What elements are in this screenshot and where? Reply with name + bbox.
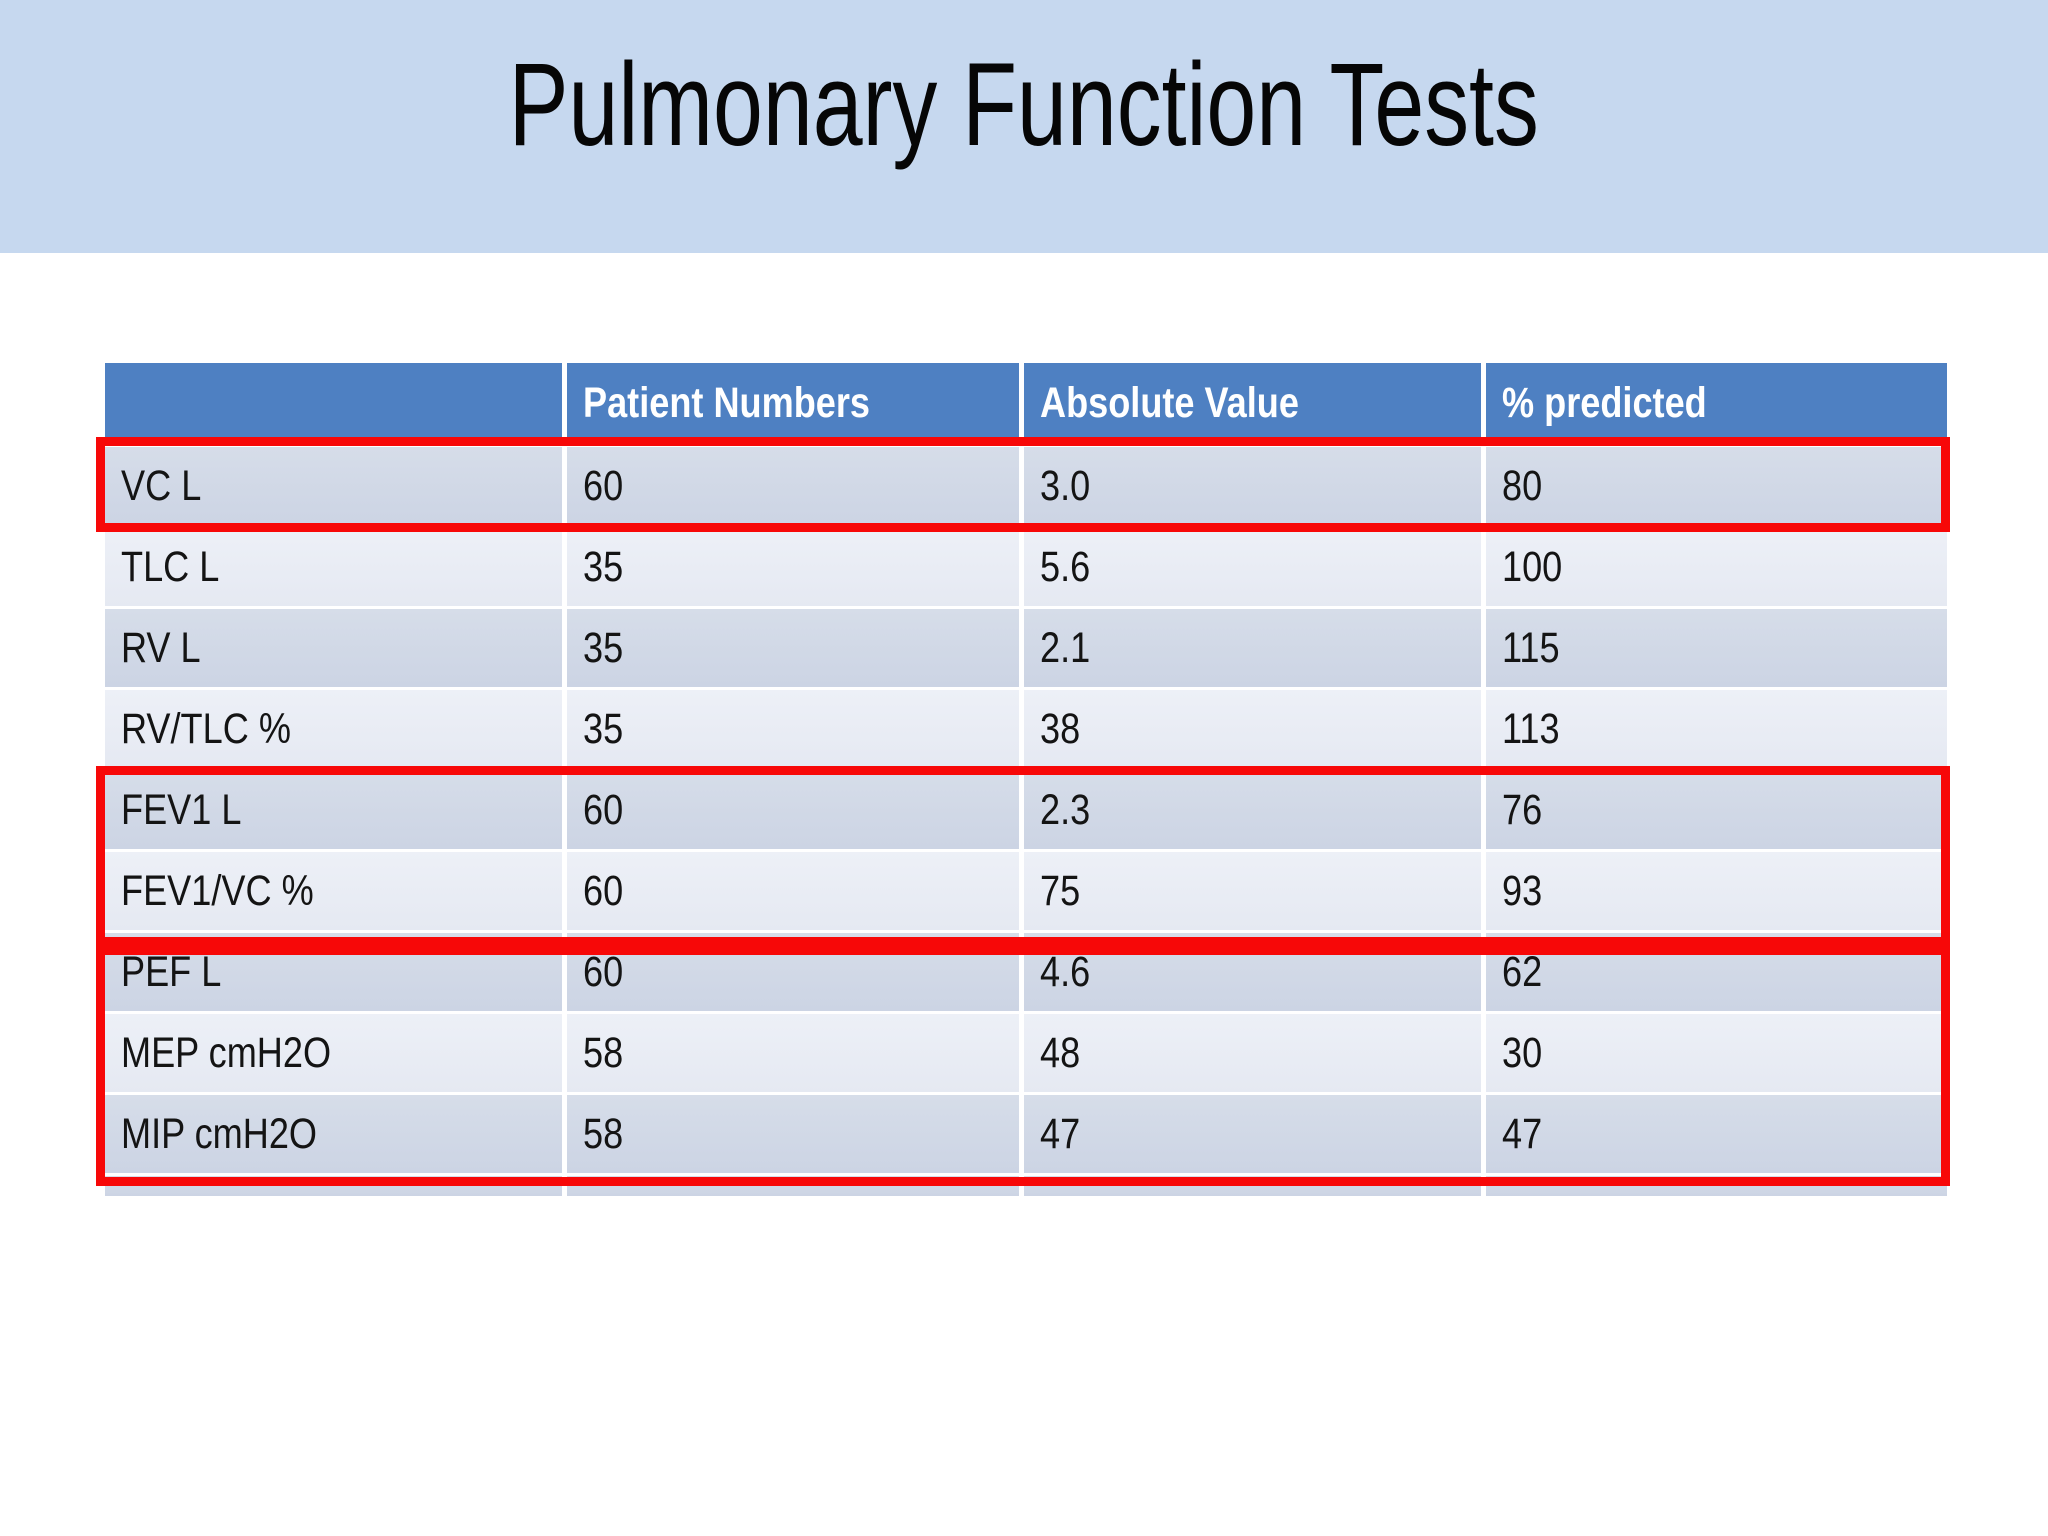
header-cell-empty — [105, 363, 567, 444]
table-row: MIP cmH2O 58 47 47 — [105, 1095, 1947, 1176]
row-label-cell: FEV1 L — [105, 771, 567, 849]
patient-numbers-cell: 60 — [567, 771, 1024, 849]
percent-predicted-cell: 115 — [1502, 623, 1560, 672]
pft-table: Patient Numbers Absolute Value % predict… — [105, 363, 1947, 1196]
table-row: MEP cmH2O 58 48 30 — [105, 1014, 1947, 1095]
percent-predicted-cell: 76 — [1502, 785, 1543, 834]
absolute-value-cell: 2.1 — [1024, 609, 1486, 687]
absolute-value-cell: 47 — [1024, 1095, 1486, 1173]
table-row: RV/TLC % 35 38 113 — [105, 690, 1947, 771]
row-label-cell: RV L — [105, 609, 567, 687]
row-label-cell: MEP cmH2O — [105, 1014, 567, 1092]
percent-predicted-cell: 47 — [1502, 1109, 1543, 1158]
patient-numbers-cell: 60 — [567, 447, 1024, 525]
absolute-value-cell: 2.3 — [1024, 771, 1486, 849]
table-row: TLC L 35 5.6 100 — [105, 528, 1947, 609]
patient-numbers-cell: 58 — [567, 1014, 1024, 1092]
table-header-row: Patient Numbers Absolute Value % predict… — [105, 363, 1947, 447]
absolute-value-cell: 48 — [1024, 1014, 1486, 1092]
absolute-value-cell: 4.6 — [1024, 933, 1486, 1011]
percent-predicted-cell: 62 — [1502, 947, 1543, 996]
patient-numbers-cell: 60 — [567, 933, 1024, 1011]
row-label-cell: TLC L — [105, 528, 567, 606]
header-cell-patient-numbers: Patient Numbers — [567, 363, 1024, 444]
patient-numbers-cell: 35 — [567, 690, 1024, 768]
percent-predicted-cell: 80 — [1502, 461, 1543, 510]
patient-numbers-cell: 35 — [567, 609, 1024, 687]
table-row: VC L 60 3.0 80 — [105, 447, 1947, 528]
table-body: VC L 60 3.0 80 TLC L 35 5.6 100 RV L 35 … — [105, 447, 1947, 1176]
percent-predicted-cell: 93 — [1502, 866, 1543, 915]
absolute-value-cell: 3.0 — [1024, 447, 1486, 525]
row-label-cell: PEF L — [105, 933, 567, 1011]
row-label-cell: MIP cmH2O — [105, 1095, 567, 1173]
percent-predicted-cell: 100 — [1502, 542, 1563, 591]
header-cell-absolute-value: Absolute Value — [1024, 363, 1486, 444]
absolute-value-cell: 38 — [1024, 690, 1486, 768]
row-label-cell: FEV1/VC % — [105, 852, 567, 930]
patient-numbers-cell: 35 — [567, 528, 1024, 606]
absolute-value-cell: 75 — [1024, 852, 1486, 930]
table-row: FEV1 L 60 2.3 76 — [105, 771, 1947, 852]
table-row: RV L 35 2.1 115 — [105, 609, 1947, 690]
header-cell-percent-predicted: % predicted — [1502, 379, 1707, 427]
table-row: PEF L 60 4.6 62 — [105, 933, 1947, 1014]
percent-predicted-cell: 113 — [1502, 704, 1560, 753]
table-row: FEV1/VC % 60 75 93 — [105, 852, 1947, 933]
row-label-cell: RV/TLC % — [105, 690, 567, 768]
title-band: Pulmonary Function Tests — [0, 0, 2048, 253]
row-label-cell: VC L — [105, 447, 567, 525]
percent-predicted-cell: 30 — [1502, 1028, 1543, 1077]
patient-numbers-cell: 58 — [567, 1095, 1024, 1173]
page-title: Pulmonary Function Tests — [508, 39, 1540, 171]
partial-row — [105, 1176, 1947, 1196]
patient-numbers-cell: 60 — [567, 852, 1024, 930]
absolute-value-cell: 5.6 — [1024, 528, 1486, 606]
